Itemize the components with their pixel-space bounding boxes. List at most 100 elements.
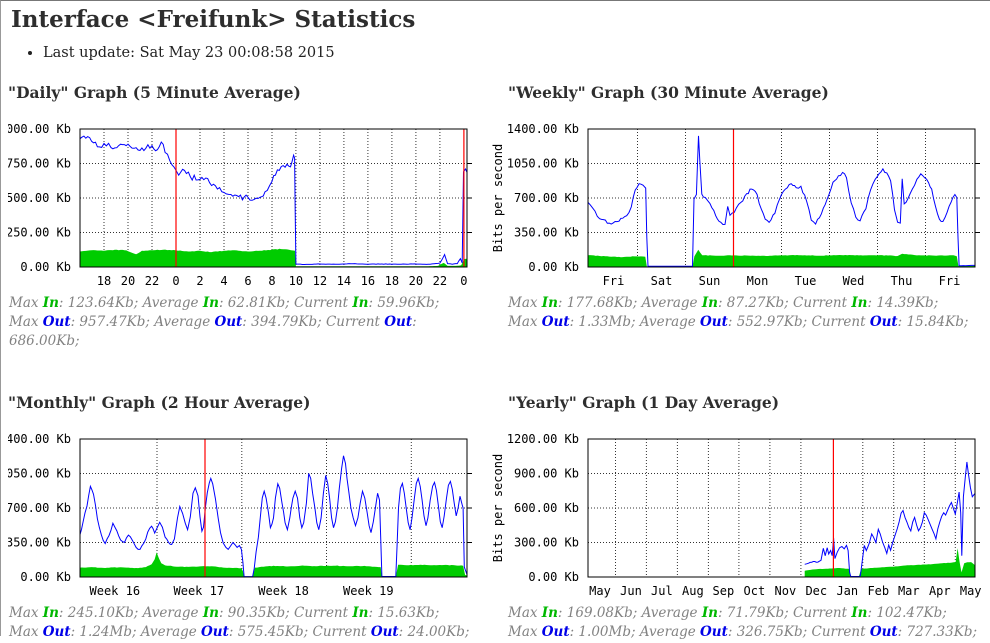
- svg-text:18: 18: [385, 274, 399, 288]
- page-title: Interface <Freifunk> Statistics: [11, 6, 416, 33]
- svg-text:250.00 Kb: 250.00 Kb: [8, 225, 71, 239]
- stats-text: : 24.00Kb;: [398, 624, 470, 641]
- stats-text: Max: [508, 605, 542, 622]
- stats-text: : 1.24Mb; Average: [70, 624, 202, 641]
- graph-heading: "Monthly" Graph (2 Hour Average): [8, 393, 311, 413]
- svg-text:12: 12: [313, 274, 327, 288]
- in-label: In: [202, 294, 219, 311]
- graph-stats: Max In: 177.68Kb; Average In: 87.27Kb; C…: [508, 294, 990, 332]
- svg-text:Tue: Tue: [795, 274, 817, 288]
- in-label: In: [42, 605, 59, 622]
- svg-text:Feb: Feb: [867, 584, 889, 598]
- out-label: Out: [700, 313, 728, 330]
- out-label: Out: [214, 313, 243, 330]
- graph-section-yearly: "Yearly" Graph (1 Day Average) 0.00 Kb 30…: [481, 351, 990, 642]
- svg-text:600.00 Kb: 600.00 Kb: [514, 501, 579, 515]
- stats-out-line: Max Out: 1.33Mb; Average Out: 552.97Kb; …: [508, 314, 968, 330]
- svg-text:0: 0: [172, 274, 179, 288]
- graph-stats: Max In: 123.64Kb; Average In: 62.81Kb; C…: [9, 294, 481, 351]
- svg-text:10: 10: [289, 274, 303, 288]
- svg-text:8: 8: [268, 274, 275, 288]
- in-label: In: [541, 294, 558, 311]
- out-label: Out: [201, 624, 229, 641]
- stats-text: : 1.33Mb; Average: [569, 313, 701, 330]
- stats-in-line: Max In: 169.08Kb; Average In: 71.79Kb; C…: [508, 605, 947, 621]
- stats-text: : 62.81Kb; Current: [218, 294, 353, 311]
- in-label: In: [851, 605, 868, 622]
- traffic-graph-image: 0.00 Kb 350.00 Kb 700.00 Kb 1050.00 Kb 1400.…: [491, 122, 980, 288]
- svg-text:Dec: Dec: [805, 584, 827, 598]
- graph-heading: "Yearly" Graph (1 Day Average): [508, 393, 780, 413]
- in-label: In: [352, 605, 369, 622]
- svg-text:350.00 Kb: 350.00 Kb: [8, 536, 71, 550]
- graph-section-monthly: "Monthly" Graph (2 Hour Average) 0.00 Kb…: [1, 351, 481, 642]
- stats-text: : 575.45Kb; Current: [228, 624, 371, 641]
- stats-text: Max: [508, 294, 542, 311]
- svg-text:May: May: [960, 584, 982, 598]
- svg-text:16: 16: [361, 274, 375, 288]
- graph-stats: Max In: 245.10Kb; Average In: 90.35Kb; C…: [9, 604, 481, 642]
- svg-text:1050.00 Kb: 1050.00 Kb: [8, 467, 71, 481]
- stats-text: : 102.47Kb;: [867, 605, 947, 622]
- stats-in-line: Max In: 123.64Kb; Average In: 62.81Kb; C…: [9, 295, 439, 311]
- stats-text: Max: [9, 624, 43, 641]
- in-label: In: [42, 294, 59, 311]
- stats-text: Max: [508, 624, 542, 641]
- graph-heading: "Weekly" Graph (30 Minute Average): [508, 82, 829, 102]
- out-label: Out: [42, 313, 71, 330]
- svg-text:Sun: Sun: [699, 274, 721, 288]
- svg-text:Nov: Nov: [775, 584, 797, 598]
- svg-text:14: 14: [337, 274, 351, 288]
- in-label: In: [701, 605, 718, 622]
- stats-out-line: Max Out: 957.47Kb; Average Out: 394.79Kb…: [9, 314, 417, 349]
- stats-text: : 87.27Kb; Current: [717, 294, 852, 311]
- svg-text:Mon: Mon: [747, 274, 769, 288]
- stats-text: Max: [9, 294, 43, 311]
- svg-text:0.00 Kb: 0.00 Kb: [528, 570, 579, 584]
- out-label: Out: [42, 624, 71, 641]
- svg-text:Apr: Apr: [929, 584, 951, 598]
- svg-text:Week 17: Week 17: [174, 584, 225, 598]
- svg-text:Week 16: Week 16: [90, 584, 141, 598]
- svg-text:Wed: Wed: [843, 274, 865, 288]
- svg-text:0: 0: [460, 274, 467, 288]
- stats-text: : 394.79Kb; Current: [242, 313, 385, 330]
- svg-text:1000.00 Kb: 1000.00 Kb: [8, 122, 71, 136]
- svg-text:300.00 Kb: 300.00 Kb: [514, 536, 579, 550]
- stats-text: : 245.10Kb; Average: [58, 605, 203, 622]
- stats-text: : 15.63Kb;: [368, 605, 440, 622]
- out-label: Out: [370, 624, 399, 641]
- stats-text: Max: [9, 313, 43, 330]
- svg-text:6: 6: [244, 274, 251, 288]
- svg-text:22: 22: [145, 274, 159, 288]
- in-label: In: [701, 294, 718, 311]
- last-update-item: Last update: Sat May 23 00:08:58 2015: [43, 45, 990, 61]
- graphs-grid: "Daily" Graph (5 Minute Average) 0.00 Kb…: [1, 61, 990, 643]
- in-label: In: [541, 605, 558, 622]
- stats-text: : 177.68Kb; Average: [557, 294, 702, 311]
- stats-text: : 90.35Kb; Current: [218, 605, 353, 622]
- stats-text: : 326.75Kb; Current: [727, 624, 870, 641]
- last-update-text: Last update: Sat May 23 00:08:58 2015: [43, 44, 335, 61]
- svg-text:Week 19: Week 19: [343, 584, 394, 598]
- stats-text: : 552.97Kb; Current: [727, 313, 870, 330]
- stats-text: : 1.00Mb; Average: [569, 624, 701, 641]
- svg-text:4: 4: [220, 274, 227, 288]
- svg-text:900.00 Kb: 900.00 Kb: [514, 467, 579, 481]
- svg-text:Sep: Sep: [713, 584, 735, 598]
- stats-text: : 123.64Kb; Average: [58, 294, 203, 311]
- svg-text:Sat: Sat: [651, 274, 673, 288]
- svg-text:Jul: Jul: [651, 584, 673, 598]
- svg-text:Bits per second: Bits per second: [491, 144, 505, 252]
- out-label: Out: [541, 313, 570, 330]
- svg-text:Oct: Oct: [744, 584, 766, 598]
- in-label: In: [851, 294, 868, 311]
- svg-text:Aug: Aug: [682, 584, 704, 598]
- stats-text: : 686.00Kb;: [9, 313, 417, 350]
- in-label: In: [202, 605, 219, 622]
- svg-text:Thu: Thu: [891, 274, 913, 288]
- out-label: Out: [869, 313, 898, 330]
- out-label: Out: [869, 624, 898, 641]
- graph-section-weekly: "Weekly" Graph (30 Minute Average) 0.00 …: [481, 61, 990, 351]
- svg-text:Jan: Jan: [836, 584, 858, 598]
